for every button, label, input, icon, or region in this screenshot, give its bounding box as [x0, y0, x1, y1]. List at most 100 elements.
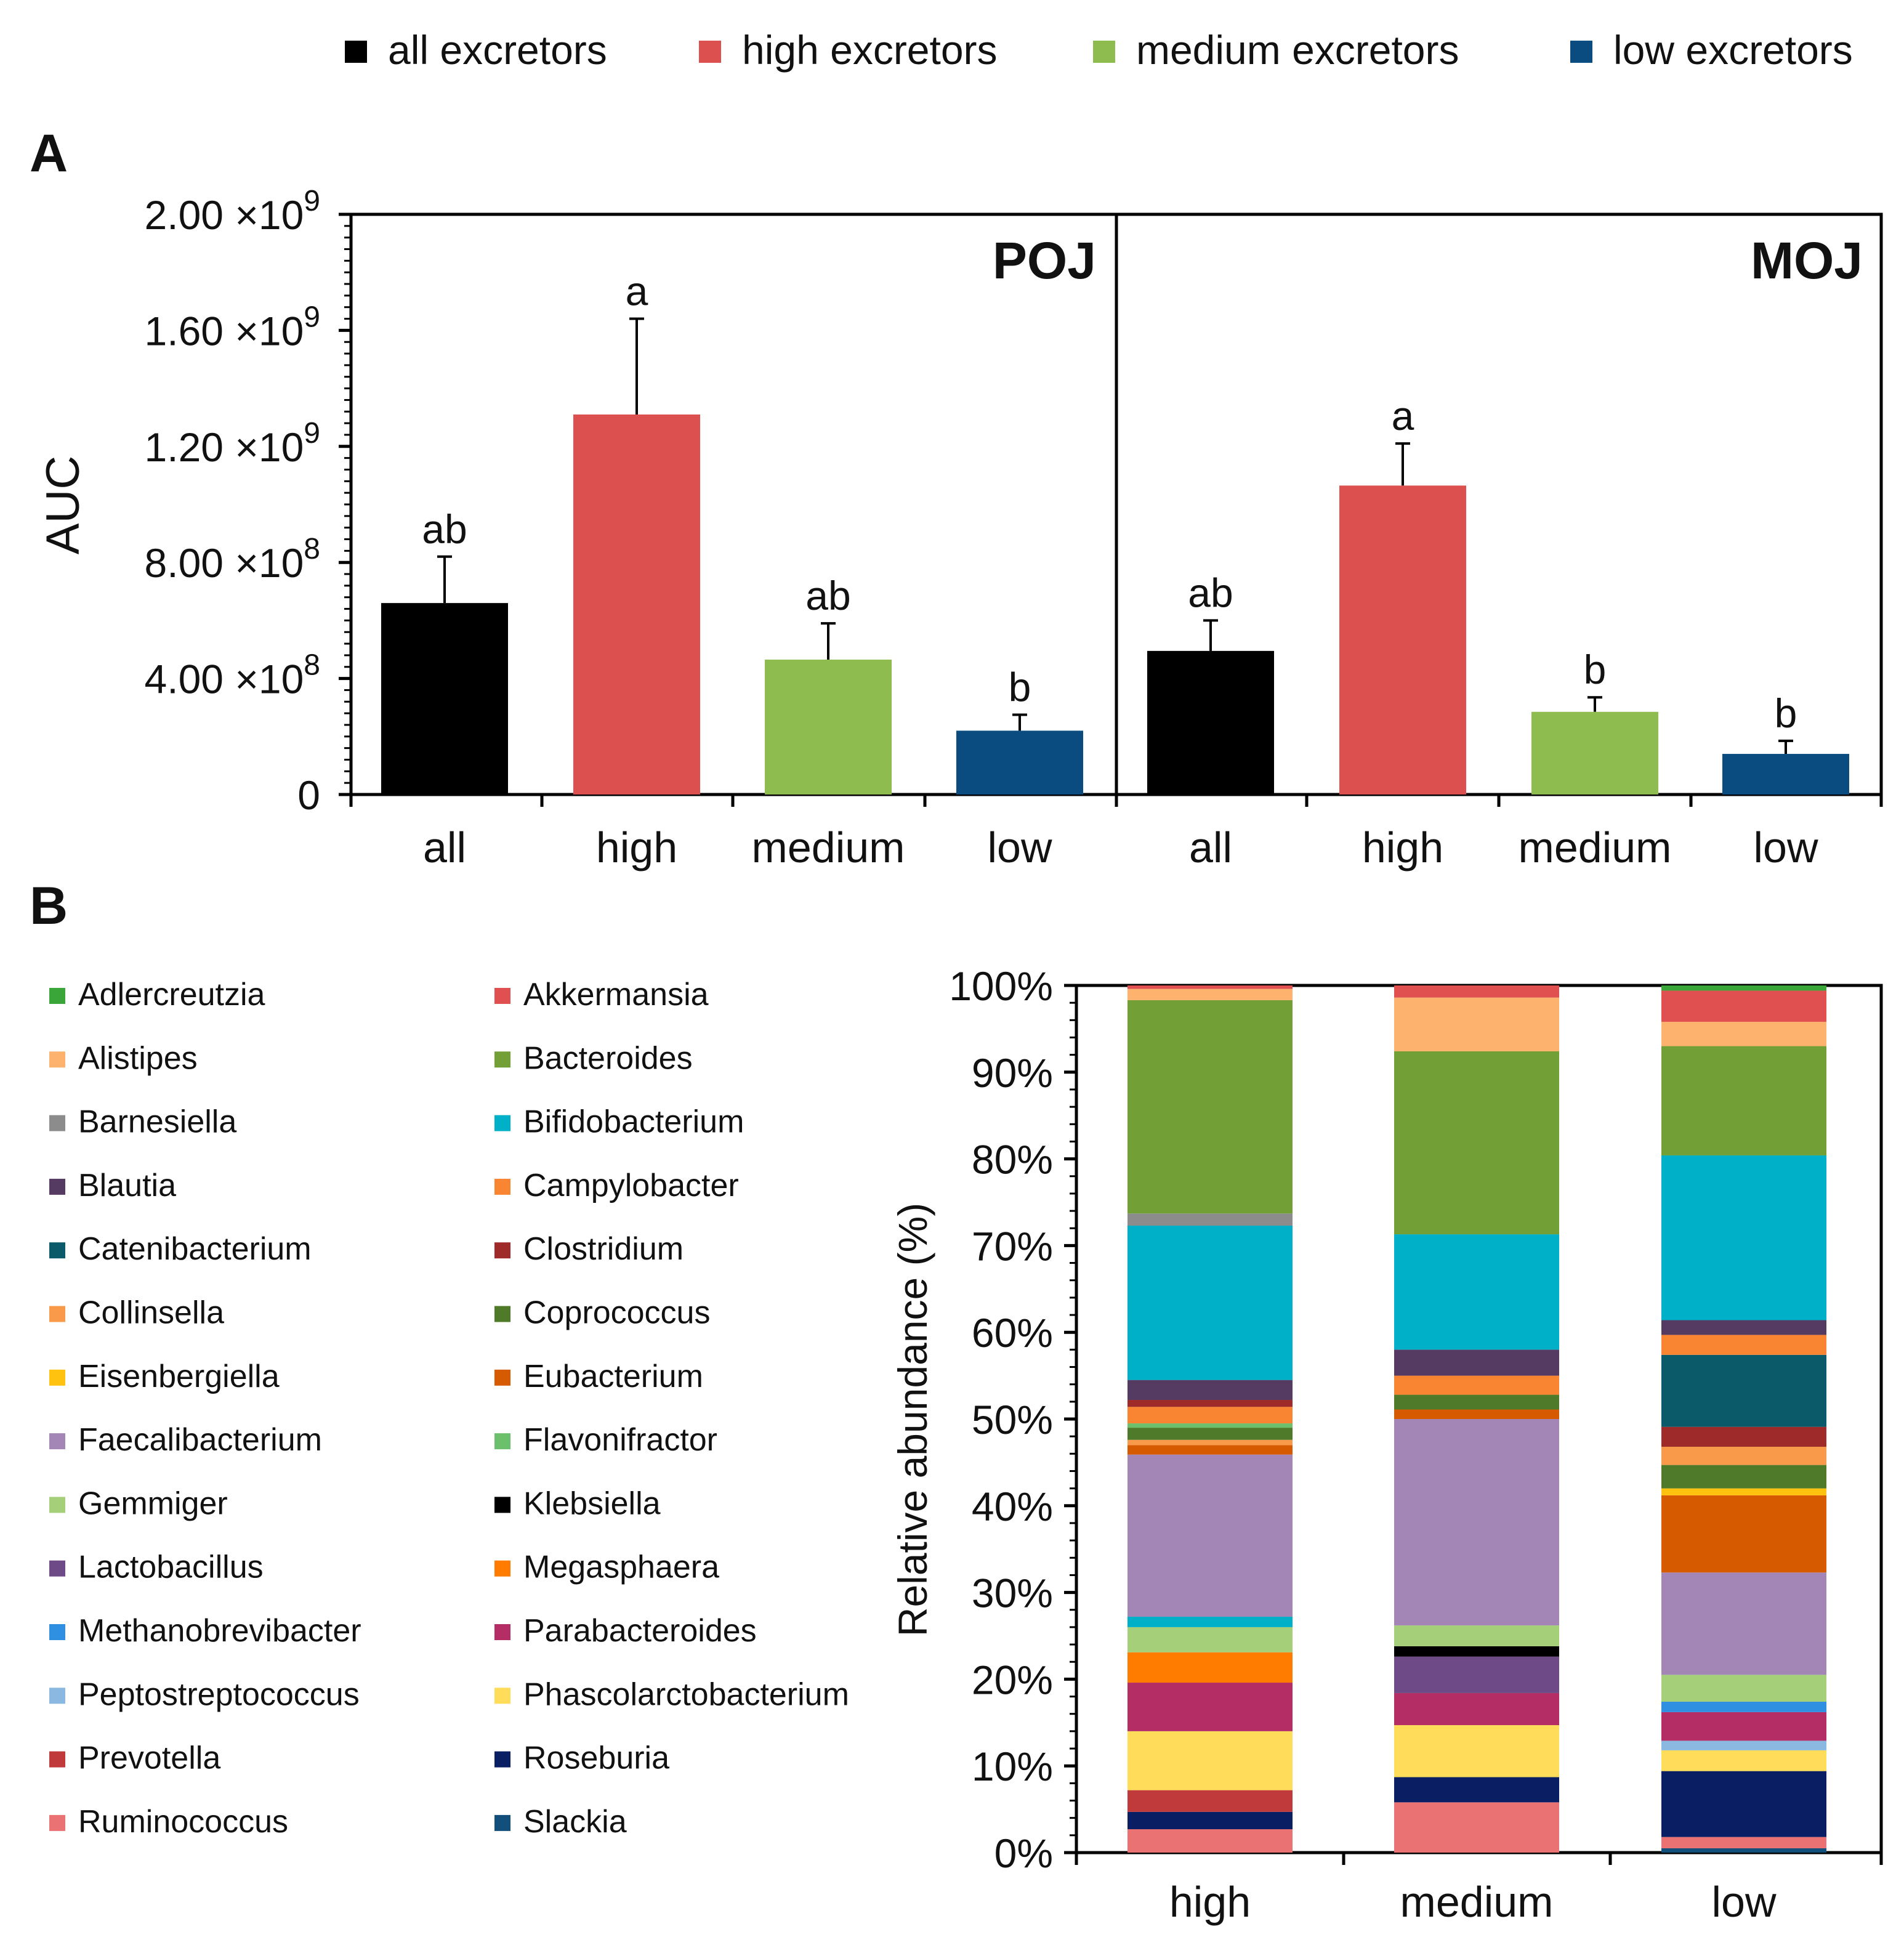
bar-moj-all	[1147, 650, 1274, 795]
genus-label: Clostridium	[523, 1231, 684, 1267]
genus-label: Blautia	[78, 1168, 176, 1203]
genus-swatch	[49, 1178, 65, 1195]
segment-high-faecalibacterium	[1127, 1454, 1293, 1617]
significance-letter: b	[1009, 664, 1031, 710]
x-tick-label: all	[1189, 823, 1232, 871]
y-tick-exponent: 8	[304, 533, 320, 565]
genus-label: Ruminococcus	[78, 1804, 288, 1840]
bar-poj-medium	[765, 659, 892, 795]
segment-medium-faecalibacterium	[1394, 1419, 1559, 1626]
y-tick-label-0: 0	[297, 772, 320, 818]
legend-label-0: all excretors	[388, 27, 607, 73]
top-legend: all excretors high excretors medium excret…	[345, 27, 1853, 73]
genus-label: Gemmiger	[78, 1486, 228, 1521]
x-tick-label: low	[987, 823, 1052, 871]
segment-medium-blautia	[1394, 1349, 1559, 1376]
segment-medium-roseburia	[1394, 1777, 1559, 1803]
segment-low-phascolarctobacterium	[1661, 1750, 1826, 1771]
panel-b-chart: 0% 10% 20% 30% 40% 50% 60% 70% 80% 90% 100% Relativ…	[890, 963, 1883, 1926]
segment-medium-parabacteroides	[1394, 1692, 1559, 1726]
y-axis-label: Relative abundance (%)	[890, 1203, 935, 1636]
segment-high-roseburia	[1127, 1811, 1293, 1829]
genus-swatch	[494, 1115, 510, 1131]
segment-high-bacteroides	[1127, 1000, 1293, 1214]
bar-moj-high	[1339, 485, 1466, 795]
significance-letter: ab	[422, 506, 467, 552]
genus-swatch	[49, 1369, 65, 1386]
segment-high-gemmiger	[1127, 1627, 1293, 1652]
significance-letter: b	[1584, 647, 1607, 692]
y-tick-label-3: 1.20 ×109	[145, 417, 320, 470]
legend-swatch-2	[1093, 41, 1115, 63]
segment-high-akkermansia	[1127, 985, 1293, 989]
segment-low-slackia	[1661, 1848, 1826, 1853]
segment-medium-lactobacillus	[1394, 1656, 1559, 1693]
segment-high-eubacterium	[1127, 1445, 1293, 1455]
segment-medium-bifidobacterium	[1394, 1234, 1559, 1350]
significance-letter: ab	[1188, 570, 1233, 615]
y-tick-label: 70%	[972, 1223, 1053, 1269]
panel-b-label: B	[30, 876, 68, 936]
genus-label: Megasphaera	[523, 1550, 719, 1585]
group-title-poj: POJ	[993, 232, 1096, 289]
segment-high-phascolarctobacterium	[1127, 1731, 1293, 1790]
x-tick-label: high	[1169, 1878, 1251, 1926]
segment-low-parabacteroides	[1661, 1712, 1826, 1741]
bar-moj-medium	[1531, 711, 1658, 795]
x-tick-label: low	[1753, 823, 1818, 871]
legend-swatch-3	[1570, 41, 1592, 63]
genus-label: Slackia	[523, 1804, 627, 1840]
genus-label: Eisenbergiella	[78, 1359, 280, 1394]
genus-swatch	[49, 1115, 65, 1131]
x-tick-label: high	[596, 823, 677, 871]
genus-swatch	[49, 1051, 65, 1068]
y-tick-exponent: 9	[304, 301, 320, 333]
segment-medium-phascolarctobacterium	[1394, 1725, 1559, 1777]
segment-high-prevotella	[1127, 1790, 1293, 1812]
segment-low-bacteroides	[1661, 1046, 1826, 1155]
segment-high-clostridium	[1127, 1400, 1293, 1407]
genus-swatch	[494, 1751, 510, 1768]
genus-swatch	[49, 1624, 65, 1640]
segment-medium-coprococcus	[1394, 1394, 1559, 1410]
genus-swatch	[49, 1242, 65, 1259]
genus-label: Flavonifractor	[523, 1422, 717, 1458]
segment-high-flavonifractor	[1127, 1423, 1293, 1428]
significance-letter: ab	[805, 573, 850, 618]
legend-swatch-1	[699, 41, 721, 63]
segment-low-campylobacter	[1661, 1335, 1826, 1355]
y-tick-mantissa: 8.00 ×10	[145, 540, 304, 586]
genus-swatch	[49, 1560, 65, 1577]
y-tick-label: 90%	[972, 1050, 1053, 1096]
segment-low-adlercreutzia	[1661, 985, 1826, 991]
x-tick-label: medium	[752, 823, 905, 871]
segment-low-catenibacterium	[1661, 1354, 1826, 1427]
genus-label: Roseburia	[523, 1741, 669, 1776]
x-tick-label: medium	[1519, 823, 1672, 871]
x-tick-label: low	[1711, 1878, 1776, 1926]
y-tick-label: 100%	[949, 963, 1053, 1009]
segment-low-bifidobacterium	[1661, 1155, 1826, 1320]
genus-label: Lactobacillus	[78, 1550, 264, 1585]
genus-label: Alistipes	[78, 1040, 198, 1076]
segment-high-bifidobacterium	[1127, 1617, 1293, 1627]
legend-label-2: medium excretors	[1136, 27, 1459, 73]
segment-low-clostridium	[1661, 1426, 1826, 1447]
y-tick-label-2: 8.00 ×108	[145, 533, 320, 586]
significance-letter: a	[1392, 393, 1414, 439]
genus-swatch	[49, 1814, 65, 1831]
segment-medium-klebsiella	[1394, 1646, 1559, 1657]
genus-swatch	[494, 1814, 510, 1831]
genus-label: Coprococcus	[523, 1295, 710, 1331]
genus-swatch	[49, 1306, 65, 1322]
y-tick-label: 20%	[972, 1657, 1053, 1702]
legend-label-3: low excretors	[1613, 27, 1853, 73]
y-tick-mantissa: 4.00 ×10	[145, 657, 304, 702]
segment-high-bifidobacterium	[1127, 1226, 1293, 1380]
bar-poj-high	[573, 414, 700, 795]
genus-label: Eubacterium	[523, 1359, 703, 1394]
genus-swatch	[49, 1688, 65, 1704]
genus-swatch	[494, 988, 510, 1004]
y-axis-label: AUC	[37, 456, 89, 554]
segment-medium-campylobacter	[1394, 1375, 1559, 1395]
